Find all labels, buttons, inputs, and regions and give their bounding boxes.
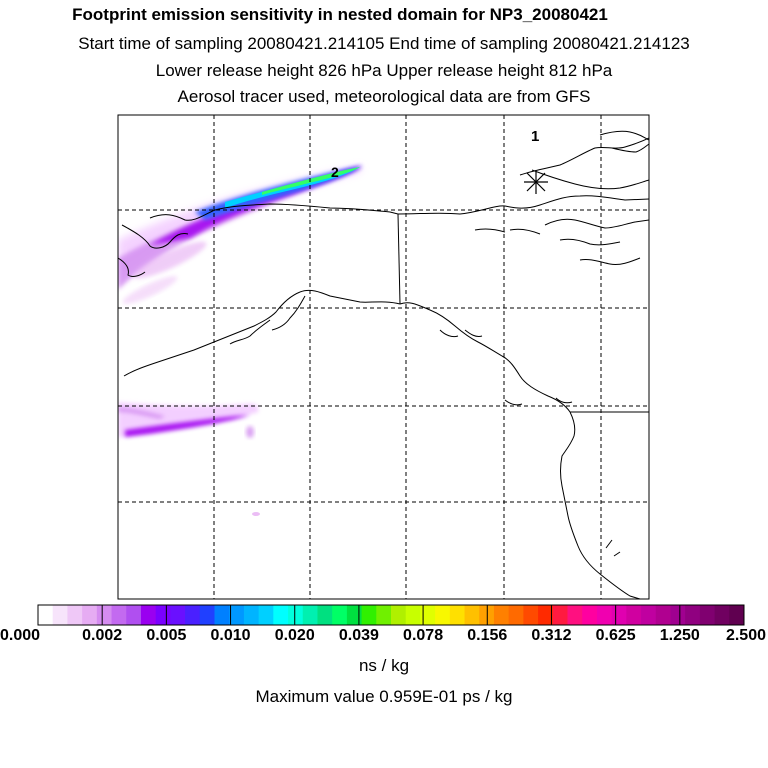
colorbar-segment: [538, 605, 554, 625]
colorbar-segment: [170, 605, 186, 625]
colorbar-segment: [346, 605, 362, 625]
colorbar-segment: [391, 605, 407, 625]
colorbar: [38, 605, 745, 625]
colorbar-segment: [52, 605, 68, 625]
colorbar-segment: [214, 605, 230, 625]
colorbar-segment: [552, 605, 568, 625]
marker-1-label: 1: [531, 128, 539, 145]
colorbar-segment: [596, 605, 613, 625]
map-frame: [117, 114, 650, 600]
colorbar-segment: [126, 605, 142, 625]
colorbar-tick-label: 2.500: [725, 627, 766, 644]
marker-2-label: 2: [331, 164, 339, 180]
colorbar-tick-label: 1.250: [659, 627, 700, 644]
colorbar-segment: [38, 605, 54, 625]
colorbar-segment: [96, 605, 112, 625]
colorbar-segment: [582, 605, 598, 625]
colorbar-segment: [449, 605, 465, 625]
colorbar-segment: [111, 605, 127, 625]
colorbar-segment: [317, 605, 333, 625]
colorbar-segment: [229, 605, 245, 625]
colorbar-segment: [67, 605, 83, 625]
colorbar-tick-label: 0.156: [467, 627, 508, 644]
colorbar-tick-label: 0.039: [338, 627, 379, 644]
colorbar-segment: [729, 605, 745, 625]
colorbar-segment: [82, 605, 98, 625]
colorbar-units: ns / kg: [358, 656, 410, 675]
asterisk-icon: [524, 170, 548, 194]
colorbar-tick-label: 0.002: [82, 627, 123, 644]
colorbar-segment: [140, 605, 157, 625]
map-area: 1 2: [118, 115, 649, 599]
colorbar-segment: [420, 605, 436, 625]
colorbar-tick-label: 0.020: [274, 627, 315, 644]
colorbar-frame: [37, 604, 745, 626]
colorbar-segment: [435, 605, 451, 625]
colorbar-segment: [155, 605, 171, 625]
colorbar-segment: [258, 605, 274, 625]
colorbar-segment: [714, 605, 730, 625]
colorbar-tick-label: 0.005: [146, 627, 187, 644]
southern-plume: [118, 402, 260, 516]
colorbar-segment: [405, 605, 421, 625]
colorbar-segment: [302, 605, 318, 625]
colorbar-tick-label: 0.000: [0, 627, 41, 644]
colorbar-segment: [611, 605, 627, 625]
colorbar-tick-label: 0.078: [403, 627, 444, 644]
coastlines: [118, 130, 649, 599]
colorbar-segment: [655, 605, 671, 625]
colorbar-segment: [243, 605, 260, 625]
colorbar-segment: [332, 605, 348, 625]
colorbar-tick-label: 0.010: [210, 627, 251, 644]
colorbar-segment: [567, 605, 583, 625]
maximum-value-label: Maximum value 0.959E-01 ps / kg: [255, 687, 513, 706]
colorbar-segment: [685, 605, 701, 625]
release-marker-1: 1: [524, 128, 548, 194]
colorbar-segment: [493, 605, 510, 625]
colorbar-segment: [273, 605, 289, 625]
northern-plume: [118, 166, 362, 304]
colorbar-segment: [361, 605, 377, 625]
sampling-time-line: Start time of sampling 20080421.214105 E…: [78, 34, 690, 53]
colorbar-segment: [376, 605, 392, 625]
colorbar-segment: [626, 605, 642, 625]
colorbar-segment: [523, 605, 539, 625]
colorbar-segment: [670, 605, 686, 625]
colorbar-tick-label: 0.625: [595, 627, 636, 644]
colorbar-segment: [464, 605, 480, 625]
colorbar-segment: [288, 605, 304, 625]
tracer-info-line: Aerosol tracer used, meteorological data…: [177, 87, 591, 106]
colorbar-segment: [508, 605, 524, 625]
release-height-line: Lower release height 826 hPa Upper relea…: [155, 61, 613, 80]
map-grid: [118, 115, 649, 599]
colorbar-segment: [199, 605, 215, 625]
colorbar-segment: [185, 605, 201, 625]
colorbar-tick-label: 0.312: [531, 627, 572, 644]
colorbar-segment: [641, 605, 657, 625]
plot-title: Footprint emission sensitivity in nested…: [72, 5, 608, 24]
colorbar-segment: [699, 605, 715, 625]
